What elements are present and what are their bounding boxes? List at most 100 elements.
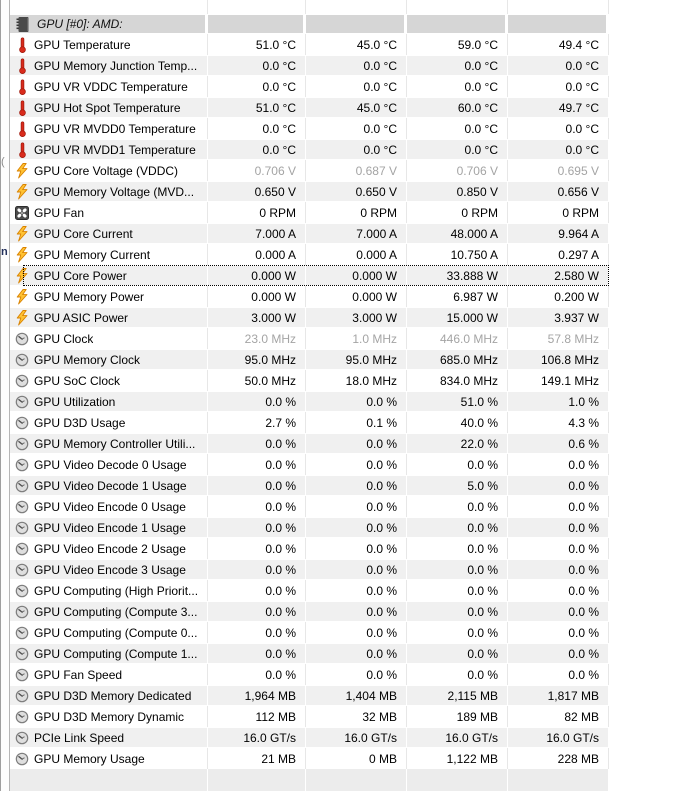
sensor-row[interactable]: GPU D3D Usage 2.7 % 0.1 % 40.0 % 4.3 %: [10, 412, 609, 433]
sensor-value: 2.580 W: [508, 265, 609, 286]
sensor-row[interactable]: GPU SoC Clock 50.0 MHz 18.0 MHz 834.0 MHz 14…: [10, 370, 609, 391]
sensor-value: 2,115 MB: [407, 685, 508, 706]
sensor-value: 10.750 A: [407, 244, 508, 265]
sensor-row[interactable]: GPU Computing (Compute 0... 0.0 % 0.0 % 0.0…: [10, 622, 609, 643]
sensor-value: 0.1 %: [306, 412, 407, 433]
sensor-row[interactable]: PCIe Link Speed 16.0 GT/s 16.0 GT/s 16.0 GT…: [10, 727, 609, 748]
sensor-label-cell: GPU VR MVDD0 Temperature: [10, 118, 208, 139]
sensor-row[interactable]: GPU Video Encode 0 Usage 0.0 % 0.0 % 0.0 % 0…: [10, 496, 609, 517]
sensor-value: 0.0 %: [306, 433, 407, 454]
sensor-value: 0 RPM: [508, 202, 609, 223]
clock-icon: [13, 332, 31, 346]
sensor-row[interactable]: GPU Computing (High Priorit... 0.0 % 0.0 %…: [10, 580, 609, 601]
sensor-label: GPU Memory Usage: [34, 751, 145, 766]
sensor-label-cell: GPU Utilization: [10, 391, 208, 412]
sensor-value: 0.850 V: [407, 181, 508, 202]
sensor-label: GPU Temperature: [34, 37, 131, 52]
sensor-value: 60.0 °C: [407, 97, 508, 118]
sensor-row[interactable]: GPU Fan Speed 0.0 % 0.0 % 0.0 % 0.0 %: [10, 664, 609, 685]
sensor-row[interactable]: GPU VR MVDD1 Temperature 0.0 °C 0.0 °C 0.0 …: [10, 139, 609, 160]
sensor-value: 0.0 °C: [208, 118, 306, 139]
sensor-label-cell: GPU Temperature: [10, 34, 208, 55]
sensor-value: 446.0 MHz: [407, 328, 508, 349]
clock-icon: [13, 458, 31, 472]
sensor-value: 0 RPM: [407, 202, 508, 223]
sensor-row[interactable]: GPU ASIC Power 3.000 W 3.000 W 15.000 W 3.93…: [10, 307, 609, 328]
sensor-label: GPU Core Current: [34, 226, 133, 241]
sensor-value: 0.000 W: [306, 286, 407, 307]
sensor-row[interactable]: GPU Hot Spot Temperature 51.0 °C 45.0 °C 60…: [10, 97, 609, 118]
sensor-row[interactable]: GPU Video Decode 1 Usage 0.0 % 0.0 % 5.0 % 0…: [10, 475, 609, 496]
sensor-label-cell: GPU Memory Voltage (MVD...: [10, 181, 208, 202]
sensor-value: 0.0 °C: [306, 139, 407, 160]
thermometer-icon: [13, 99, 31, 116]
sensor-row[interactable]: GPU VR MVDD0 Temperature 0.0 °C 0.0 °C 0.0 …: [10, 118, 609, 139]
sensor-row[interactable]: GPU Fan 0 RPM 0 RPM 0 RPM 0 RPM: [10, 202, 609, 223]
sensor-value: 51.0 %: [407, 391, 508, 412]
sensor-value: 0.6 %: [508, 433, 609, 454]
sensor-value: 0.0 %: [208, 664, 306, 685]
sensor-row[interactable]: GPU Memory Voltage (MVD... 0.650 V 0.650 V…: [10, 181, 609, 202]
sensor-row[interactable]: GPU VR VDDC Temperature 0.0 °C 0.0 °C 0.0 °…: [10, 76, 609, 97]
sensor-row[interactable]: GPU Memory Current 0.000 A 0.000 A 10.750 A…: [10, 244, 609, 265]
sensor-label-cell: GPU SoC Clock: [10, 370, 208, 391]
sensor-row[interactable]: GPU Clock 23.0 MHz 1.0 MHz 446.0 MHz 57.8 MH…: [10, 328, 609, 349]
sensor-row[interactable]: GPU Computing (Compute 3... 0.0 % 0.0 % 0.0…: [10, 601, 609, 622]
bolt-icon: [13, 225, 31, 242]
sensor-value: 0.0 %: [208, 496, 306, 517]
sensor-value: 51.0 °C: [208, 34, 306, 55]
sensor-value: 0.0 %: [407, 664, 508, 685]
sensor-row[interactable]: GPU Memory Usage 21 MB 0 MB 1,122 MB 228 MB: [10, 748, 609, 769]
sensor-row[interactable]: GPU Temperature 51.0 °C 45.0 °C 59.0 °C 49.4…: [10, 34, 609, 55]
sensor-value: 106.8 MHz: [508, 349, 609, 370]
sensor-row[interactable]: GPU Core Current 7.000 A 7.000 A 48.000 A 9.…: [10, 223, 609, 244]
sensor-label: GPU Memory Voltage (MVD...: [34, 184, 195, 199]
sensor-value: 0.0 °C: [306, 55, 407, 76]
sensor-row[interactable]: GPU Video Decode 0 Usage 0.0 % 0.0 % 0.0 % 0…: [10, 454, 609, 475]
sensor-label: GPU D3D Memory Dynamic: [34, 709, 185, 724]
sensor-value: 0.650 V: [306, 181, 407, 202]
window-left-edge: ( n: [0, 0, 10, 791]
section-header-gpu[interactable]: GPU [#0]: AMD:: [10, 14, 609, 34]
sensor-value: 0.0 %: [208, 601, 306, 622]
sensor-row[interactable]: GPU D3D Memory Dedicated 1,964 MB 1,404 MB…: [10, 685, 609, 706]
sensor-row[interactable]: GPU Memory Power 0.000 W 0.000 W 6.987 W 0.2…: [10, 286, 609, 307]
sensor-row[interactable]: GPU Video Encode 2 Usage 0.0 % 0.0 % 0.0 % 0…: [10, 538, 609, 559]
sensor-row[interactable]: GPU Memory Junction Temp... 0.0 °C 0.0 °C 0…: [10, 55, 609, 76]
sensor-label-cell: GPU Video Encode 2 Usage: [10, 538, 208, 559]
clock-icon: [13, 479, 31, 493]
sensor-row[interactable]: GPU Memory Controller Utili... 0.0 % 0.0 %…: [10, 433, 609, 454]
sensor-value: 1,404 MB: [306, 685, 407, 706]
sensor-row[interactable]: GPU D3D Memory Dynamic 112 MB 32 MB 189 MB 8…: [10, 706, 609, 727]
sensor-row[interactable]: GPU Video Encode 1 Usage 0.0 % 0.0 % 0.0 % 0…: [10, 517, 609, 538]
sensor-label-cell: GPU Core Power: [10, 265, 208, 286]
sensor-value: 834.0 MHz: [407, 370, 508, 391]
sensor-value: 0.0 °C: [306, 118, 407, 139]
sensor-value: 0.0 %: [508, 496, 609, 517]
sensor-label-cell: GPU Computing (High Priorit...: [10, 580, 208, 601]
sensor-value: 0.0 %: [208, 391, 306, 412]
sensor-row[interactable]: GPU Core Power 0.000 W 0.000 W 33.888 W 2.58…: [10, 265, 609, 286]
sensor-value: 0.000 W: [208, 265, 306, 286]
sensor-row[interactable]: GPU Utilization 0.0 % 0.0 % 51.0 % 1.0 %: [10, 391, 609, 412]
sensor-value: 0 RPM: [306, 202, 407, 223]
sensor-label: GPU Computing (Compute 3...: [34, 604, 198, 619]
sensor-value: 16.0 GT/s: [508, 727, 609, 748]
sensor-label-cell: GPU Memory Controller Utili...: [10, 433, 208, 454]
sensor-value: 95.0 MHz: [306, 349, 407, 370]
sensor-row[interactable]: GPU Computing (Compute 1... 0.0 % 0.0 % 0.0…: [10, 643, 609, 664]
sensor-label-cell: GPU Memory Current: [10, 244, 208, 265]
thermometer-icon: [13, 57, 31, 74]
sensor-row[interactable]: GPU Video Encode 3 Usage 0.0 % 0.0 % 0.0 % 0…: [10, 559, 609, 580]
bolt-icon: [13, 288, 31, 305]
sensor-row[interactable]: GPU Memory Clock 95.0 MHz 95.0 MHz 685.0 MH…: [10, 349, 609, 370]
sensor-label: GPU Computing (Compute 0...: [34, 625, 198, 640]
sensor-table: GPU [#0]: AMD: GPU Temperature 51.0 °C 45.…: [10, 0, 609, 791]
sensor-value: 0.0 %: [306, 538, 407, 559]
sensor-label: GPU Video Encode 1 Usage: [34, 520, 186, 535]
sensor-value: 0.0 °C: [508, 118, 609, 139]
sensor-value: 2.7 %: [208, 412, 306, 433]
sensor-row[interactable]: GPU Core Voltage (VDDC) 0.706 V 0.687 V 0.7…: [10, 160, 609, 181]
sensor-label-cell: GPU Memory Usage: [10, 748, 208, 769]
